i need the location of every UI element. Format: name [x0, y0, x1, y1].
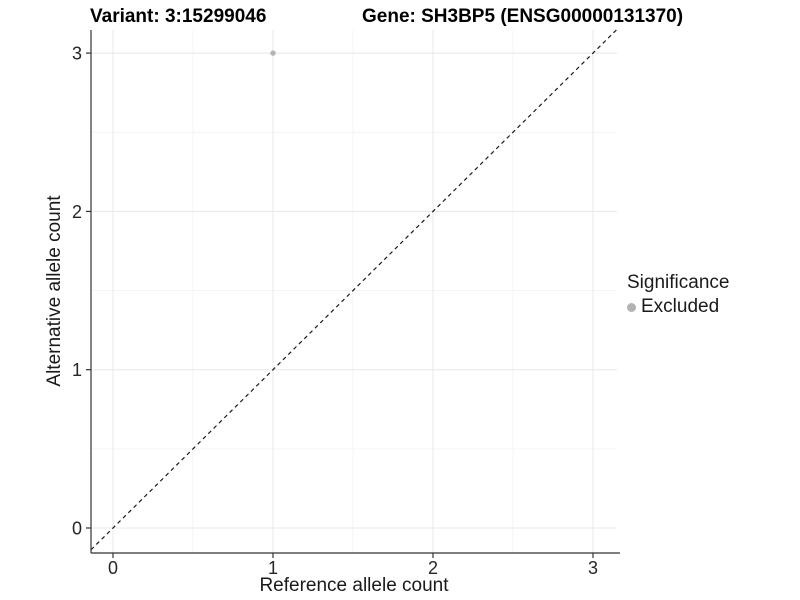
data-point	[270, 50, 276, 56]
y-axis-tick-label: 2	[72, 202, 82, 222]
legend-title: Significance	[627, 272, 730, 293]
y-axis-title: Alternative allele count	[44, 195, 65, 387]
legend-item-excluded: Excluded	[627, 296, 729, 318]
x-axis-title: Reference allele count	[259, 575, 449, 596]
x-axis-tick-label: 0	[108, 558, 118, 578]
legend: Significance Excluded	[627, 272, 729, 318]
identity-dashed-line	[90, 29, 617, 551]
y-axis-tick-label: 0	[72, 518, 82, 538]
plot-title-variant: Variant: 3:15299046	[90, 6, 267, 27]
x-axis-tick-label: 2	[428, 558, 438, 578]
x-axis-tick-label: 1	[268, 558, 278, 578]
legend-point-icon	[627, 302, 636, 312]
x-axis-tick-label: 3	[588, 558, 598, 578]
y-axis-tick-label: 1	[72, 360, 82, 380]
legend-item-label: Excluded	[641, 296, 720, 317]
plot-title-gene: Gene: SH3BP5 (ENSG00000131370)	[362, 6, 684, 27]
y-axis-tick-label: 3	[72, 44, 82, 64]
